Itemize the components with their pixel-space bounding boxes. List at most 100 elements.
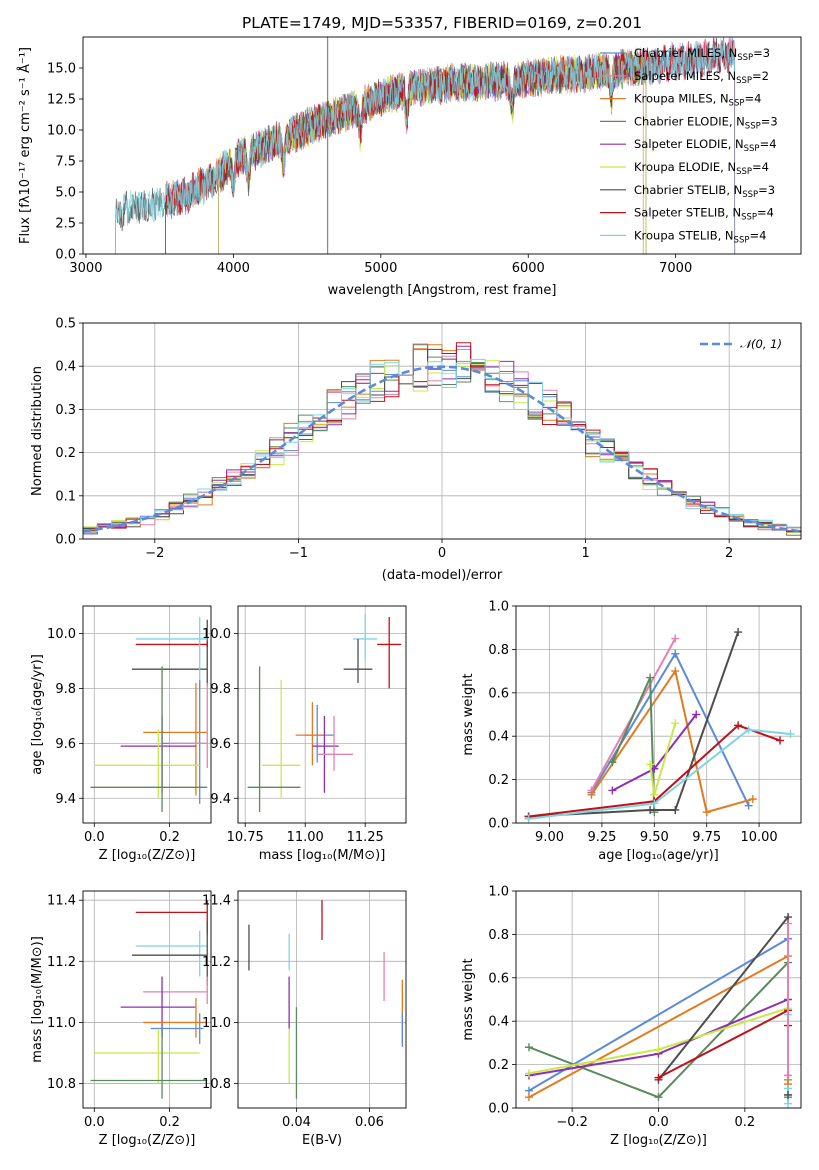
- x-tick-label: 9.00: [535, 830, 564, 845]
- y-tick-label: 0.4: [488, 1015, 509, 1030]
- y-tick-label: 15.0: [47, 62, 76, 77]
- weight-marker: [587, 790, 596, 799]
- legend-label: Chabrier MILES, N: [634, 46, 737, 60]
- y-tick-label: 11.0: [202, 1016, 231, 1031]
- y-tick-label: 9.4: [210, 792, 231, 807]
- legend-suffix: =4: [752, 160, 769, 174]
- x-tick-label: 0.06: [355, 1115, 384, 1130]
- gaussian-curve: [83, 365, 801, 533]
- y-tick-label: 0.4: [488, 730, 509, 745]
- axes-frame: [515, 605, 802, 824]
- y-tick-label: 12.5: [47, 93, 76, 108]
- y-axis-label: age [log₁₀(age/yr)]: [30, 654, 45, 775]
- legend-entry: Salpeter ELODIE, NSSP=4: [634, 137, 777, 154]
- weight-marker: [784, 1090, 793, 1099]
- weight-marker: [744, 725, 753, 734]
- weight-marker: [671, 805, 680, 814]
- plot-area: [115, 37, 736, 254]
- residual-histogram: [83, 342, 801, 533]
- legend-sub: SSP: [744, 144, 760, 154]
- x-tick-label: 7000: [659, 261, 692, 276]
- weight-marker: [654, 1093, 663, 1102]
- legend-suffix: =4: [760, 137, 777, 151]
- legend-label: Salpeter MILES, N: [634, 69, 736, 83]
- weight-marker: [524, 1093, 533, 1102]
- plot-area: [524, 628, 795, 823]
- axes-frame: [82, 605, 212, 824]
- weight-marker: [784, 1071, 793, 1080]
- x-tick-label: 0.2: [159, 1115, 180, 1130]
- y-tick-label: 10.0: [47, 627, 76, 642]
- y-tick-label: 0.8: [488, 928, 509, 943]
- weight-series-line: [528, 724, 781, 818]
- legend-label: Salpeter STELIB, N: [634, 206, 741, 220]
- spectrum-series-line: [115, 37, 736, 254]
- y-tick-label: 9.6: [55, 737, 76, 752]
- y-tick-label: 11.2: [47, 955, 76, 970]
- legend-label: Salpeter ELODIE, N: [634, 137, 744, 151]
- x-tick-label: 5000: [364, 261, 397, 276]
- x-axis-label: Z [log₁₀(Z/Z⊙)]: [610, 1133, 707, 1148]
- y-axis-label: Flux [fλ10⁻¹⁷ erg cm⁻² s⁻¹ Å⁻¹]: [17, 47, 33, 244]
- legend-sub: SSP: [734, 235, 750, 245]
- weight-marker: [608, 786, 617, 795]
- legend-entry: Salpeter MILES, NSSP=2: [634, 69, 769, 86]
- weight-marker: [692, 710, 701, 719]
- axes-frame: [237, 890, 407, 1109]
- legend-sub: SSP: [745, 121, 761, 131]
- weight-marker: [671, 719, 680, 728]
- weight-marker: [784, 919, 793, 928]
- y-tick-label: 11.4: [202, 894, 231, 909]
- legend-entry: Chabrier ELODIE, NSSP=3: [634, 114, 778, 131]
- legend-sub: SSP: [736, 76, 752, 86]
- weight-series-line: [528, 728, 791, 820]
- age-weight-panel: 9.00 9.25 9.50 9.75 10.00 0.0 0.2 0.4 0.6 0.8 1.0 a…: [461, 600, 802, 863]
- weight-marker: [646, 673, 655, 682]
- plot-area: [90, 616, 208, 813]
- weight-marker: [784, 1099, 793, 1108]
- y-tick-label: 0.6: [488, 971, 509, 986]
- x-tick-label: 0.0: [84, 1115, 105, 1130]
- y-tick-label: 1.0: [488, 600, 509, 615]
- y-tick-label: 0.2: [488, 773, 509, 788]
- legend-entry: Salpeter STELIB, NSSP=4: [634, 206, 774, 223]
- weight-marker: [734, 628, 743, 637]
- y-tick-label: 10.0: [47, 124, 76, 139]
- weight-marker: [776, 736, 785, 745]
- weight-marker: [646, 760, 655, 769]
- y-tick-label: 0.3: [55, 403, 76, 418]
- y-tick-label: 5.0: [55, 186, 76, 201]
- weight-marker: [786, 730, 795, 739]
- axes-frame: [82, 322, 802, 540]
- x-tick-label: 0.2: [159, 830, 180, 845]
- x-tick-label: 9.50: [640, 830, 669, 845]
- y-tick-label: 11.2: [202, 955, 231, 970]
- y-tick-label: 0.4: [55, 360, 76, 375]
- axes-frame: [515, 890, 802, 1109]
- weight-marker: [524, 814, 533, 823]
- y-tick-label: 1.0: [488, 885, 509, 900]
- x-tick-label: 0.0: [84, 830, 105, 845]
- weight-marker: [671, 649, 680, 658]
- y-tick-label: 11.4: [47, 894, 76, 909]
- legend-label: Kroupa ELODIE, N: [634, 160, 736, 174]
- x-tick-label: 9.25: [587, 830, 616, 845]
- x-tick-label: 0.04: [282, 1115, 311, 1130]
- y-tick-label: 9.4: [55, 792, 76, 807]
- legend-label: Kroupa STELIB, N: [634, 228, 734, 242]
- plot-area: [83, 342, 801, 536]
- weight-series-line: [590, 668, 754, 814]
- legend-entry: 𝒩(0, 1): [740, 337, 782, 351]
- y-tick-label: 0.2: [488, 1058, 509, 1073]
- legend-entry: Kroupa ELODIE, NSSP=4: [634, 160, 769, 177]
- weight-series-line: [528, 955, 789, 1099]
- x-tick-label: 0: [438, 546, 446, 561]
- y-axis-label: mass [log₁₀(M/M⊙)]: [30, 936, 45, 1063]
- y-tick-label: 10.8: [47, 1077, 76, 1092]
- weight-marker: [524, 1069, 533, 1078]
- y-tick-label: 11.0: [47, 1016, 76, 1031]
- x-axis-label: Z [log₁₀(Z/Z⊙)]: [99, 1133, 196, 1148]
- x-tick-label: 10.75: [227, 830, 264, 845]
- legend-suffix: =4: [744, 92, 761, 106]
